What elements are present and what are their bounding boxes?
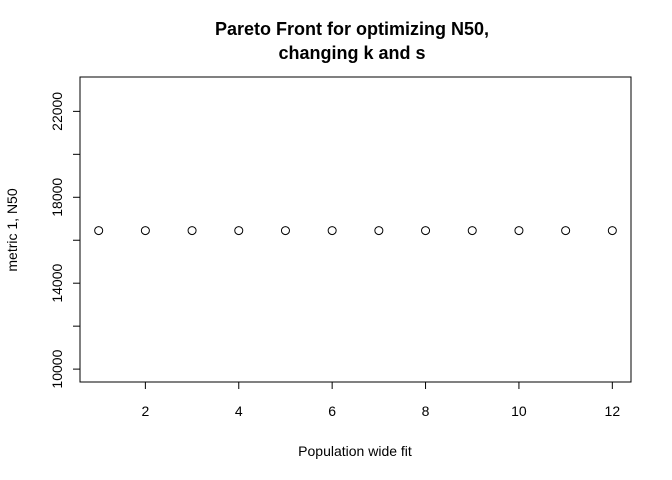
y-tick-label: 14000: [49, 264, 65, 303]
chart-title-line-1: Pareto Front for optimizing N50,: [215, 19, 489, 39]
data-point: [561, 226, 571, 236]
x-tick-label: 6: [328, 403, 336, 419]
data-point: [514, 226, 524, 236]
x-tick-label: 8: [422, 403, 430, 419]
x-tick-label: 4: [235, 403, 243, 419]
x-axis: 2 4 6 8 10 12: [141, 381, 621, 419]
plot-area-border: [79, 76, 632, 383]
x-tick-label: 12: [605, 403, 621, 419]
chart-title-line-2: changing k and s: [278, 43, 425, 63]
data-points: [94, 226, 617, 236]
y-tick-label: 18000: [49, 178, 65, 217]
data-point: [467, 226, 477, 236]
data-point: [327, 226, 337, 236]
y-tick-label: 22000: [49, 92, 65, 131]
x-tick-label: 10: [511, 403, 527, 419]
data-point: [140, 226, 150, 236]
x-tick-label: 2: [141, 403, 149, 419]
y-tick-label: 10000: [49, 349, 65, 388]
data-point: [280, 226, 290, 236]
chart-title: Pareto Front for optimizing N50, changin…: [215, 19, 489, 63]
data-point: [94, 226, 104, 236]
data-point: [374, 226, 384, 236]
y-axis: 10000 14000 18000 22000: [49, 92, 81, 389]
data-point: [607, 226, 617, 236]
data-point: [234, 226, 244, 236]
data-point: [421, 226, 431, 236]
x-axis-label: Population wide fit: [298, 443, 412, 459]
data-point: [187, 226, 197, 236]
y-axis-label: metric 1, N50: [4, 188, 20, 271]
